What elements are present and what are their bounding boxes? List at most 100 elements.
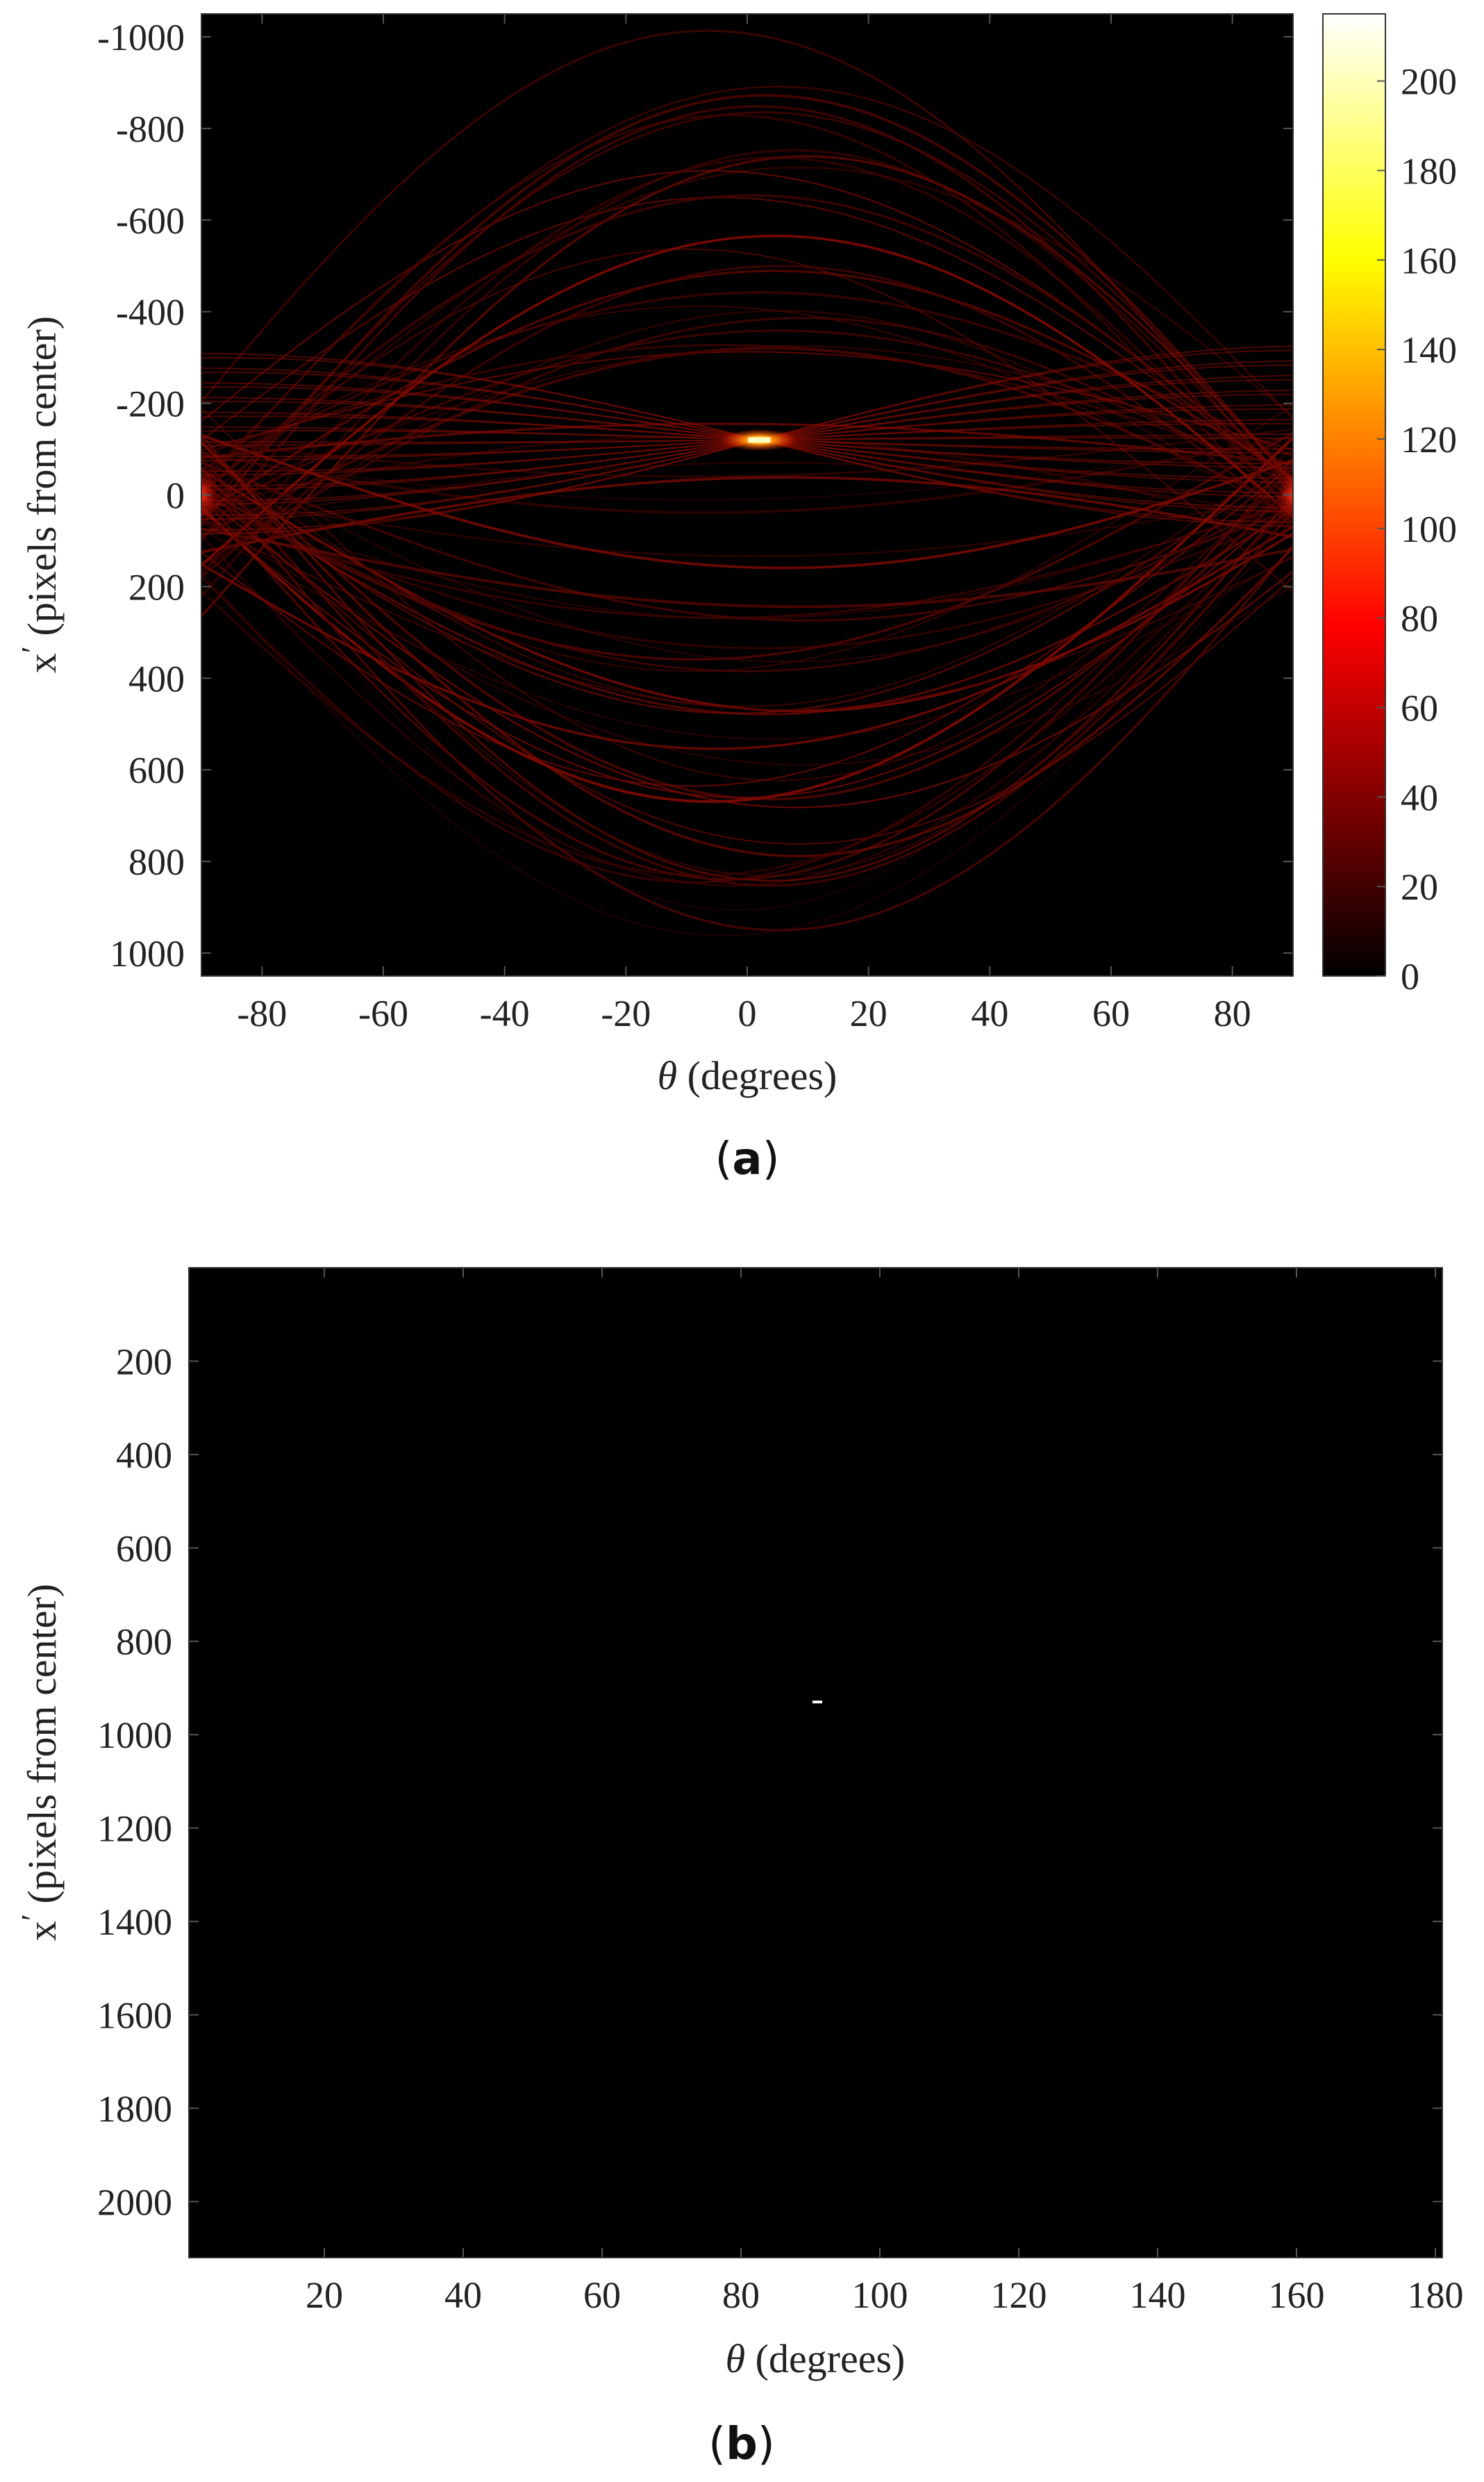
heatmap-a-ylabel: x′ (pixels from center) bbox=[15, 316, 65, 673]
sinusoid-trace bbox=[201, 248, 1293, 593]
y-tick-label: 800 bbox=[116, 1621, 172, 1663]
sinusoid-trace bbox=[201, 105, 1293, 542]
y-tick-label: -600 bbox=[116, 200, 185, 242]
sinusoid-trace bbox=[201, 522, 1293, 711]
y-tick-label: -800 bbox=[116, 108, 185, 150]
sinusoid-trace bbox=[201, 149, 1293, 597]
colorbar-tick-label: 0 bbox=[1401, 956, 1419, 998]
peak-mark bbox=[812, 1701, 822, 1704]
sinusoid-trace bbox=[201, 94, 1293, 526]
sinusoid-trace bbox=[201, 484, 1293, 715]
heatmap-b-marks bbox=[812, 1701, 822, 1704]
heatmap-b-ylabel: x′ (pixels from center) bbox=[15, 1584, 65, 1941]
colorbar-tick-label: 60 bbox=[1401, 687, 1438, 729]
x-tick-label: 180 bbox=[1408, 2274, 1464, 2316]
heatmap-b-ticks: 20 40 60 80 100 120 140 160 180 200 400 600 800 1000 1… bbox=[97, 1268, 1464, 2316]
y-tick-label: 200 bbox=[116, 1341, 172, 1382]
sinusoid-trace bbox=[201, 499, 1293, 620]
heatmap-a-ticks: -80 -60 -40 -20 0 20 40 60 80-1000-800-600-400-2… bbox=[97, 14, 1293, 1034]
y-tick-label: 1000 bbox=[110, 933, 185, 975]
y-tick-label: 1400 bbox=[97, 1901, 172, 1943]
panel-b: 20 40 60 80 100 120 140 160 180 200 400 600 800 1000 1… bbox=[15, 1267, 1464, 2470]
sinusoid-trace bbox=[201, 344, 1293, 474]
y-tick-label: 200 bbox=[128, 566, 185, 608]
y-tick-label: -1000 bbox=[97, 17, 185, 58]
sinusoid-trace bbox=[201, 495, 1293, 809]
sinusoid-trace bbox=[201, 456, 1293, 887]
sinusoid-trace bbox=[201, 459, 1293, 911]
sinusoid-trace bbox=[201, 449, 1293, 707]
sinusoid-trace bbox=[201, 466, 1293, 884]
y-tick-label: 1000 bbox=[97, 1714, 172, 1756]
x-tick-label: 140 bbox=[1130, 2274, 1186, 2316]
x-tick-label: 80 bbox=[1214, 993, 1251, 1034]
sinusoid-trace bbox=[201, 463, 1293, 787]
peak-mark bbox=[748, 437, 771, 443]
x-tick-label: -40 bbox=[480, 993, 530, 1034]
x-tick-label: 40 bbox=[444, 2274, 482, 2316]
sinusoid-trace bbox=[201, 435, 1293, 514]
sinusoid-trace bbox=[201, 525, 1293, 750]
heatmap-b-xlabel: θ (degrees) bbox=[726, 2336, 906, 2381]
sinusoid-trace bbox=[201, 194, 1293, 493]
sinusoid-trace bbox=[201, 270, 1293, 515]
heatmap-a-sinusoid-traces bbox=[201, 29, 1293, 936]
colorbar-tick-label: 180 bbox=[1401, 150, 1457, 192]
y-tick-label: 800 bbox=[128, 841, 185, 883]
sinusoid-trace bbox=[201, 440, 1293, 501]
colorbar-a bbox=[1322, 13, 1386, 977]
x-tick-label: 0 bbox=[738, 993, 757, 1034]
x-tick-label: 60 bbox=[1092, 993, 1130, 1034]
sinusoid-trace bbox=[201, 527, 1293, 609]
x-tick-label: 20 bbox=[306, 2274, 343, 2316]
heatmap-b-plot-area bbox=[189, 1268, 1442, 2258]
panel-b-label: (b) bbox=[708, 2419, 775, 2470]
sinusoid-trace bbox=[201, 476, 1293, 554]
x-tick-label: 20 bbox=[850, 993, 887, 1034]
y-tick-label: -400 bbox=[116, 292, 185, 333]
sinusoid-trace bbox=[201, 422, 1293, 465]
y-tick-label: 600 bbox=[116, 1528, 172, 1569]
colorbar-tick-label: 100 bbox=[1401, 508, 1457, 550]
heatmap-a-frame bbox=[201, 13, 1294, 977]
x-tick-label: 60 bbox=[583, 2274, 621, 2316]
sinusoid-trace bbox=[201, 434, 1293, 882]
sinusoid-trace bbox=[201, 437, 1293, 803]
y-tick-label: 2000 bbox=[97, 2181, 172, 2223]
colorbar-a-ticks: 0 20 40 60 80 100 120 140 160 180 200 bbox=[1377, 61, 1457, 998]
x-tick-label: 160 bbox=[1269, 2274, 1325, 2316]
y-tick-label: 0 bbox=[166, 475, 185, 517]
sinusoid-trace bbox=[201, 433, 1293, 570]
sinusoid-trace bbox=[201, 493, 1293, 558]
x-tick-label: 100 bbox=[852, 2274, 908, 2316]
sinusoid-trace bbox=[201, 503, 1293, 650]
sinusoid-trace bbox=[201, 452, 1293, 663]
panel-a: -80 -60 -40 -20 0 20 40 60 80-1000-800-600-400-2… bbox=[15, 13, 1457, 1185]
colorbar-tick-label: 200 bbox=[1401, 61, 1457, 103]
sinusoid-trace bbox=[201, 155, 1293, 618]
x-tick-label: 80 bbox=[722, 2274, 760, 2316]
x-tick-label: -20 bbox=[601, 993, 651, 1034]
heatmap-a-xlabel: θ (degrees) bbox=[658, 1053, 837, 1098]
x-tick-label: 40 bbox=[971, 993, 1008, 1034]
sinusoid-trace bbox=[201, 404, 1293, 672]
sinusoid-trace bbox=[201, 166, 1293, 503]
y-tick-label: 400 bbox=[116, 1434, 172, 1476]
sinusoid-trace bbox=[201, 291, 1293, 472]
heatmap-b-frame bbox=[188, 1267, 1443, 2258]
sinusoid-trace bbox=[201, 441, 1293, 858]
x-tick-label: 120 bbox=[991, 2274, 1047, 2316]
colorbar-tick-label: 80 bbox=[1401, 598, 1438, 640]
y-tick-label: 400 bbox=[128, 658, 185, 700]
y-tick-label: -200 bbox=[116, 383, 185, 425]
colorbar-tick-label: 120 bbox=[1401, 419, 1457, 461]
sinusoid-trace bbox=[201, 29, 1293, 497]
y-tick-label: 1200 bbox=[97, 1808, 172, 1850]
sinusoid-trace bbox=[201, 85, 1293, 483]
y-tick-label: 600 bbox=[128, 750, 185, 791]
x-tick-label: -60 bbox=[358, 993, 408, 1034]
sinusoid-trace bbox=[201, 197, 1293, 484]
sinusoid-trace bbox=[201, 114, 1293, 531]
colorbar-tick-label: 160 bbox=[1401, 240, 1457, 281]
